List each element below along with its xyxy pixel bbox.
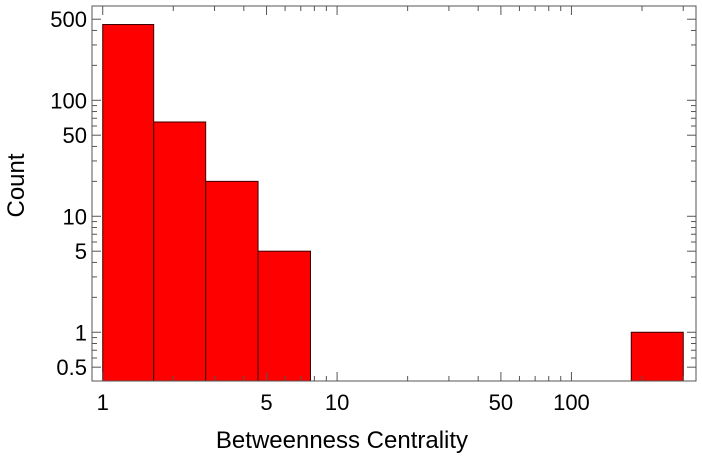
- x-tick-label: 1: [97, 390, 109, 415]
- x-tick-label: 10: [325, 390, 349, 415]
- histogram-bar-4: [257, 250, 311, 382]
- y-tick-label: 500: [50, 7, 87, 32]
- y-tick-label: 10: [63, 204, 87, 229]
- y-axis-title: Count: [3, 153, 30, 217]
- histogram-bar-5: [630, 331, 684, 382]
- bars-layer: [102, 24, 684, 382]
- y-tick-label: 0.5: [56, 355, 87, 380]
- plot-frame: [91, 5, 697, 382]
- y-tick-label: 50: [63, 123, 87, 148]
- y-tick-label: 100: [50, 88, 87, 113]
- histogram-bar-2: [153, 121, 207, 382]
- tick-labels-layer: 1 5 10 50 100 0.5 1 5 10 50 100 500: [50, 7, 590, 415]
- x-tick-label: 50: [489, 390, 513, 415]
- x-axis-title: Betweenness Centrality: [216, 427, 468, 454]
- histogram-bar-3: [205, 180, 259, 382]
- histogram-bar-1: [102, 24, 155, 382]
- y-tick-label: 5: [75, 239, 87, 264]
- x-tick-label: 5: [260, 390, 272, 415]
- x-tick-label: 100: [553, 390, 590, 415]
- y-tick-label: 1: [75, 320, 87, 345]
- ticks-layer: [92, 6, 696, 381]
